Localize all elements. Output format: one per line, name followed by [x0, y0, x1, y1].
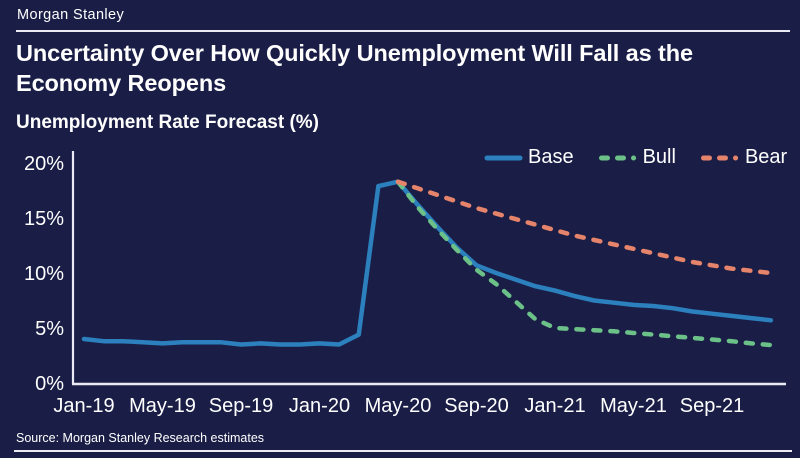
svg-text:May-21: May-21 — [600, 395, 667, 417]
legend-item-bear: Bear — [700, 146, 788, 169]
bear-line-swatch-icon — [700, 155, 741, 160]
footer-divider — [14, 450, 792, 452]
legend-label-base: Base — [528, 146, 574, 168]
base-line-swatch-icon — [484, 155, 523, 160]
page-title: Uncertainty Over How Quickly Unemploymen… — [16, 38, 693, 98]
svg-text:5%: 5% — [35, 318, 64, 340]
legend-item-bull: Bull — [598, 146, 676, 169]
page-title-line1: Uncertainty Over How Quickly Unemploymen… — [16, 40, 693, 66]
svg-text:15%: 15% — [24, 208, 64, 230]
svg-text:Sep-20: Sep-20 — [444, 395, 509, 417]
svg-text:20%: 20% — [24, 153, 64, 175]
svg-text:10%: 10% — [24, 263, 64, 285]
svg-text:Jan-21: Jan-21 — [524, 395, 585, 417]
svg-text:Sep-19: Sep-19 — [209, 395, 274, 417]
source-note: Source: Morgan Stanley Research estimate… — [16, 431, 265, 445]
morgan-stanley-logo: Morgan Stanley — [17, 7, 125, 23]
legend-label-bull: Bull — [642, 146, 676, 168]
page-title-line2: Economy Reopens — [16, 70, 227, 97]
header-divider — [16, 30, 790, 32]
chart-title: Unemployment Rate Forecast (%) — [16, 112, 320, 133]
svg-text:0%: 0% — [35, 373, 64, 395]
svg-text:Jan-20: Jan-20 — [289, 395, 350, 417]
legend-label-bear: Bear — [744, 146, 788, 168]
chart-legend: Base Bull Bear — [484, 146, 787, 169]
svg-text:May-20: May-20 — [365, 395, 432, 417]
svg-text:Jan-19: Jan-19 — [53, 395, 114, 417]
bull-line-swatch-icon — [598, 155, 639, 160]
legend-item-base: Base — [484, 146, 574, 169]
svg-text:May-19: May-19 — [129, 395, 196, 417]
svg-text:Sep-21: Sep-21 — [680, 395, 745, 417]
